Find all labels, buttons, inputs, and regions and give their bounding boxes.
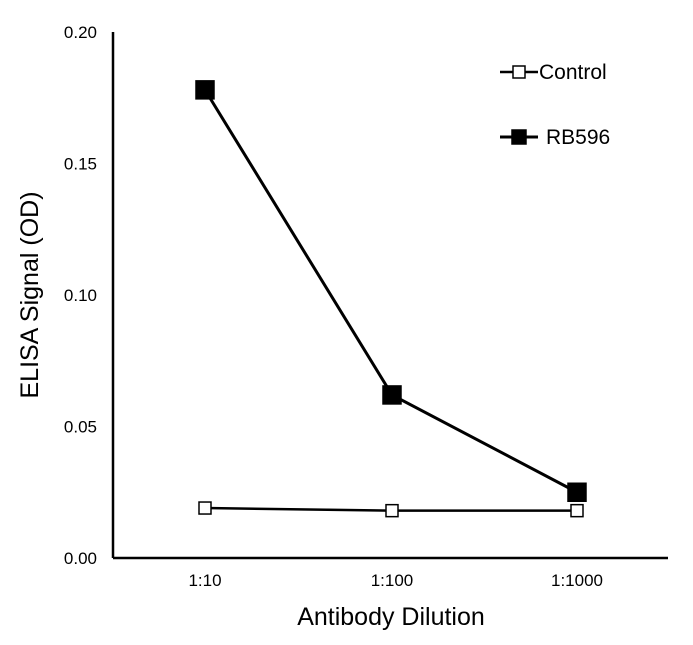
x-axis-title: Antibody Dilution xyxy=(297,603,485,631)
legend-item: Control xyxy=(500,61,607,84)
series-layer xyxy=(195,80,587,518)
data-point-marker xyxy=(385,503,399,518)
series-rb596 xyxy=(195,80,587,502)
legend-marker xyxy=(511,129,527,145)
series-control xyxy=(198,501,584,518)
y-tick-label: 0.05 xyxy=(64,418,97,437)
y-tick-label: 0.10 xyxy=(64,286,97,305)
x-tick-label: 1:100 xyxy=(371,571,414,590)
x-tick-label: 1:1000 xyxy=(551,571,603,590)
y-tick-label: 0.15 xyxy=(64,155,97,174)
series-line xyxy=(203,89,578,494)
y-tick-labels: 0.00 0.05 0.10 0.15 0.20 xyxy=(64,23,97,568)
data-point-marker xyxy=(382,385,402,405)
data-point-marker xyxy=(195,80,215,100)
legend-marker xyxy=(512,65,526,79)
data-point-marker xyxy=(570,503,584,518)
legend: Control RB596 xyxy=(500,61,610,149)
x-tick-labels: 1:10 1:100 1:1000 xyxy=(188,571,603,590)
legend-item: RB596 xyxy=(500,126,610,149)
y-tick-label: 0.00 xyxy=(64,549,97,568)
legend-label: Control xyxy=(539,61,607,84)
y-axis-title: ELISA Signal (OD) xyxy=(16,191,44,398)
axes xyxy=(111,32,668,560)
data-point-marker xyxy=(567,482,587,502)
y-tick-label: 0.20 xyxy=(64,23,97,42)
x-tick-label: 1:10 xyxy=(188,571,221,590)
data-point-marker xyxy=(198,501,212,515)
legend-label: RB596 xyxy=(546,126,610,149)
